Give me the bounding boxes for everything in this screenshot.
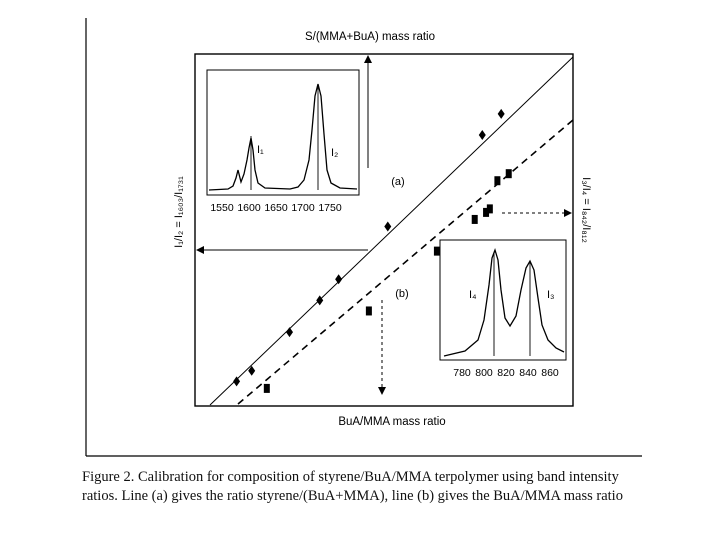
- inset-left-tick-1: 1600: [237, 202, 261, 214]
- inset-left-frame: [206, 69, 360, 196]
- inset-left-tick-3: 1700: [291, 202, 315, 214]
- series-a-point-3: [316, 295, 324, 306]
- inset-right-spectrum: I₄ I₃ 780 800 820 840 860: [439, 239, 567, 379]
- line-b: [237, 119, 574, 405]
- series-a-point-2: [286, 327, 293, 338]
- series-b-markers: [263, 169, 512, 393]
- inset-left-peak1-label: I₁: [257, 144, 264, 156]
- line-a: [209, 56, 574, 406]
- inset-left-tick-0: 1550: [210, 202, 234, 214]
- series-a-point-1: [248, 365, 256, 376]
- inset-right-curve: [443, 247, 565, 357]
- series-b-point-3: [471, 214, 478, 224]
- series-b-point-4: [483, 207, 490, 217]
- inset-right-peak3-label: I₃: [547, 289, 555, 301]
- inset-right-peak4-label: I₄: [469, 289, 477, 301]
- inset-left-tick-4: 1750: [318, 202, 342, 214]
- series-b-point-2: [433, 246, 440, 256]
- plot-frame: [194, 53, 574, 407]
- series-a-markers: [233, 108, 505, 387]
- inset-left-spectrum: I₁ I₂ 1550 1600 1650 1700 1750: [206, 69, 360, 214]
- top-axis-label: S/(MMA+BuA) mass ratio: [305, 31, 435, 43]
- inset-right-tick-3: 840: [519, 367, 537, 379]
- series-b-point-7: [505, 169, 512, 179]
- series-b-point-5: [486, 204, 493, 214]
- inset-left-curve: [208, 83, 358, 191]
- series-b-point-6: [494, 176, 501, 186]
- figure-caption: Figure 2. Calibration for composition of…: [82, 469, 623, 504]
- series-a-point-0: [233, 376, 241, 387]
- line-a-label: (a): [391, 176, 404, 188]
- right-axis-label: I₃/I₄ = I₈₄₂/I₈₁₂: [580, 177, 592, 243]
- left-axis-label: I₁/I₂ = I₁₆₀₃/I₁₇₃₁: [173, 176, 185, 248]
- line-b-label: (b): [395, 288, 408, 300]
- inset-right-tick-2: 820: [497, 367, 515, 379]
- bottom-axis-label: BuA/MMA mass ratio: [338, 416, 445, 428]
- series-b-point-0: [263, 383, 270, 393]
- inset-right-tick-1: 800: [475, 367, 493, 379]
- series-a-point-4: [335, 274, 343, 285]
- inset-right-tick-0: 780: [453, 367, 471, 379]
- series-a-point-5: [384, 221, 392, 232]
- inset-left-peak2-label: I₂: [331, 147, 338, 159]
- inset-left-tick-2: 1650: [264, 202, 288, 214]
- series-a-point-7: [497, 108, 505, 119]
- inset-right-tick-4: 860: [541, 367, 559, 379]
- series-a-point-6: [478, 129, 486, 140]
- series-b-point-1: [365, 306, 372, 316]
